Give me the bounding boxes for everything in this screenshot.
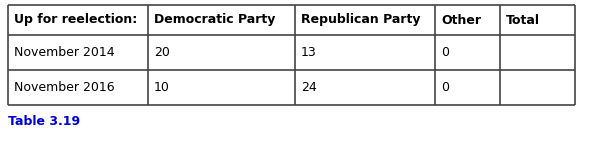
Text: November 2016: November 2016: [14, 81, 114, 94]
Text: 20: 20: [154, 46, 170, 59]
Text: Total: Total: [506, 13, 540, 26]
Text: 0: 0: [441, 81, 449, 94]
Text: 13: 13: [301, 46, 317, 59]
Text: 10: 10: [154, 81, 170, 94]
Text: Up for reelection:: Up for reelection:: [14, 13, 137, 26]
Text: Other: Other: [441, 13, 481, 26]
Text: November 2014: November 2014: [14, 46, 114, 59]
Text: 24: 24: [301, 81, 317, 94]
Text: 0: 0: [441, 46, 449, 59]
Text: Table 3.19: Table 3.19: [8, 115, 80, 128]
Text: Democratic Party: Democratic Party: [154, 13, 275, 26]
Text: Republican Party: Republican Party: [301, 13, 420, 26]
